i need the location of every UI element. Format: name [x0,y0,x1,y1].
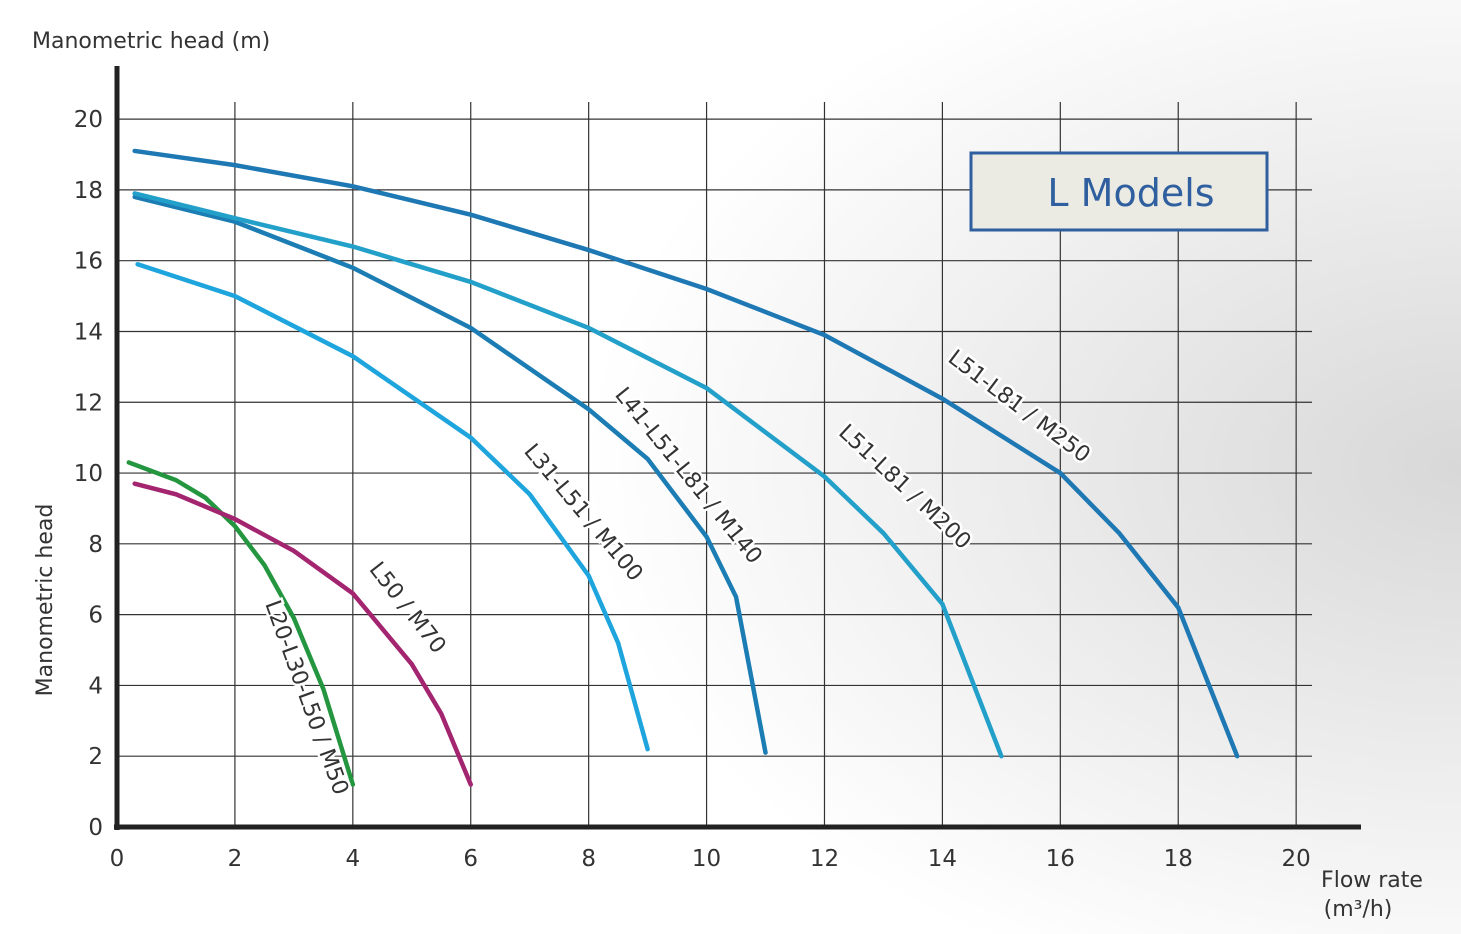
y-tick-label: 4 [88,673,103,699]
x-axis-unit: (m³/h) [1324,897,1393,922]
x-tick-label: 12 [810,846,839,872]
y-tick-label: 16 [74,249,103,275]
y-tick-label: 0 [88,815,103,841]
x-tick-label: 0 [110,846,125,872]
x-tick-label: 6 [463,846,478,872]
y-tick-label: 18 [74,178,103,204]
chart-title: L Models [1047,171,1214,215]
y-axis-label: Manometric head [33,504,58,697]
y-tick-label: 2 [88,744,103,770]
x-tick-label: 4 [346,846,361,872]
chart: Manometric head (m) Manometric head Flow… [0,0,1461,934]
x-tick-label: 2 [228,846,243,872]
y-tick-label: 10 [74,461,103,487]
y-tick-label: 14 [74,319,103,345]
x-tick-label: 18 [1164,846,1193,872]
y-tick-label: 20 [74,107,103,133]
x-tick-label: 14 [928,846,957,872]
background [0,0,1461,934]
y-tick-label: 6 [88,603,103,629]
y-tick-label: 12 [74,390,103,416]
x-axis-label: Flow rate [1321,868,1423,893]
x-tick-label: 10 [692,846,721,872]
y-axis-title: Manometric head (m) [32,29,270,54]
x-tick-label: 16 [1046,846,1075,872]
x-tick-label: 8 [581,846,596,872]
x-tick-label: 20 [1282,846,1311,872]
y-tick-label: 8 [88,532,103,558]
